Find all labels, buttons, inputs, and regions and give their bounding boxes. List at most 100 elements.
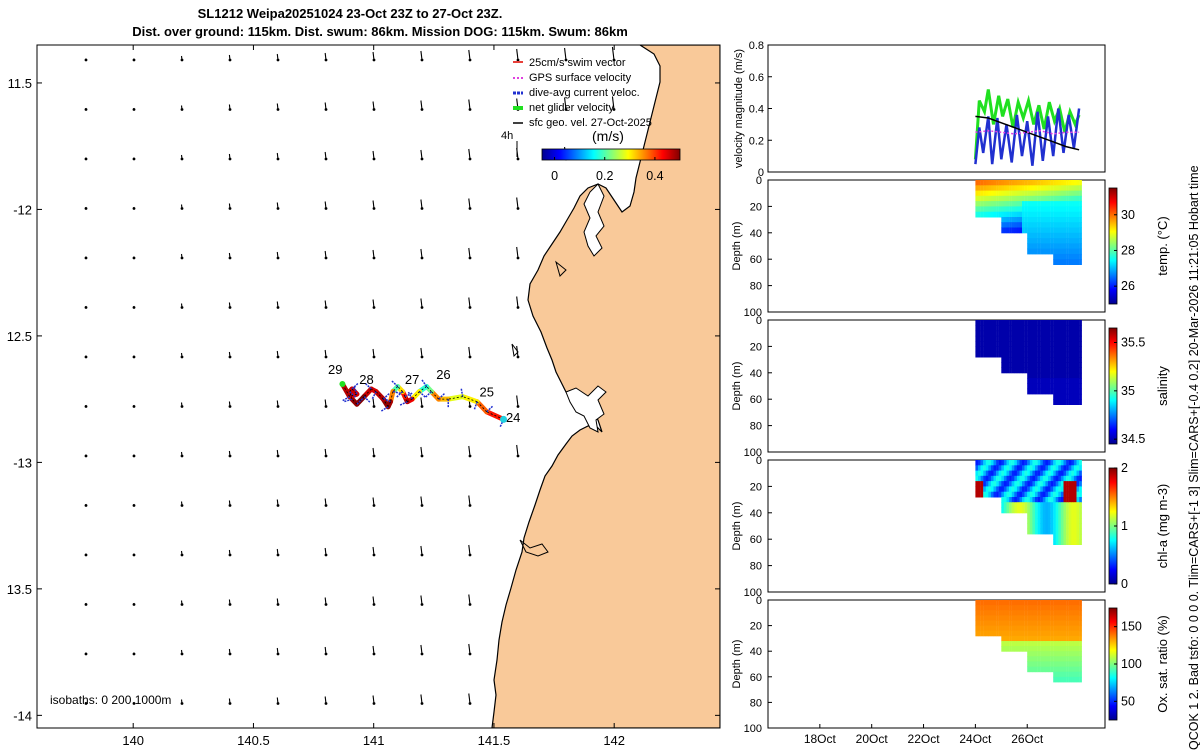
temperature-cell (1066, 211, 1069, 218)
salinity-cell (1060, 335, 1064, 342)
temperature-cell (1063, 248, 1067, 255)
salinity-cell (1066, 399, 1069, 405)
temperature-cell (1053, 243, 1056, 250)
chlorophyll-cell (1060, 523, 1064, 530)
chlorophyll-cell (1053, 539, 1056, 545)
salinity-cell (1055, 351, 1059, 358)
geo-velocity-arrowhead (324, 355, 328, 359)
oxygen-cell (1029, 615, 1033, 621)
oxygen-cell (1063, 676, 1067, 683)
salinity-cell (1040, 335, 1043, 342)
salinity-cell (1006, 325, 1010, 332)
chlorophyll-cell (1076, 465, 1080, 472)
chlorophyll-cell (1063, 465, 1067, 472)
oxygen-cell (1063, 610, 1067, 616)
chlorophyll-cell (983, 486, 986, 493)
salinity-cell (1040, 320, 1043, 326)
chlorophyll-cell (996, 470, 999, 477)
chlorophyll-cell (998, 475, 1002, 482)
temperature-cell (996, 206, 999, 213)
geo-velocity-arrowhead (372, 603, 376, 606)
oxygen-cell (1040, 646, 1043, 652)
geo-velocity-arrowhead (276, 256, 280, 260)
temperature-cell (1058, 227, 1062, 234)
oxygen-cell (1045, 600, 1049, 606)
salinity-cell (1032, 367, 1036, 374)
oxygen-cell (998, 620, 1002, 627)
salinity-cell (1035, 320, 1038, 326)
oxygen-cell (1053, 620, 1056, 627)
temperature-cell (990, 190, 994, 197)
temperature-cell (1048, 180, 1051, 186)
salinity-cell (1066, 362, 1069, 368)
oxygen-cell (998, 630, 1002, 637)
salinity-cell (998, 335, 1002, 342)
temperature-cell (1029, 227, 1033, 234)
chlorophyll-cell (1024, 475, 1028, 482)
track-centerline (431, 391, 439, 400)
temperature-cell (975, 180, 979, 186)
salinity-cell (1016, 330, 1020, 337)
temperature-cell (1055, 190, 1059, 197)
geo-velocity-arrowhead (516, 256, 520, 260)
chlorophyll-cell (1003, 470, 1007, 477)
salinity-cell (1071, 320, 1075, 326)
oxygen-cell (1019, 620, 1023, 627)
temperature-cell (1029, 248, 1033, 255)
oxygen-cell (1009, 625, 1012, 632)
temperature-cell (1037, 180, 1041, 186)
chlorophyll-cell (1073, 470, 1077, 477)
geo-velocity-arrowhead (180, 702, 184, 705)
oxygen-cell (1079, 666, 1082, 673)
salinity-cell (1019, 346, 1023, 353)
chlorophyll-cell (1042, 528, 1046, 535)
legend-entry: 25cm/s swim vector (529, 57, 626, 69)
salinity-cell (1009, 362, 1012, 368)
oxygen-cell (980, 620, 984, 627)
temperature-cell (1037, 232, 1041, 239)
oxygen-cell (1014, 600, 1018, 606)
chlorophyll-cell (1071, 512, 1075, 519)
colorbar-unit: (m/s) (592, 128, 624, 144)
chlorophyll-cell (1058, 518, 1062, 524)
salinity-cell (1055, 399, 1059, 405)
salinity-cell (1071, 325, 1075, 332)
chlorophyll-cell (1024, 502, 1028, 508)
chlorophyll-cell (1009, 481, 1012, 487)
temperature-cell (1014, 185, 1018, 192)
map-x-tick-label: 141 (363, 733, 385, 748)
geo-velocity-arrowhead (180, 603, 184, 606)
oxygen-cell (1035, 666, 1038, 673)
salinity-cell (1068, 383, 1072, 390)
chlorophyll-cell (1019, 502, 1023, 508)
temperature-cell (1042, 243, 1046, 250)
geo-velocity-arrowhead (324, 306, 328, 309)
salinity-cell (1032, 335, 1036, 342)
chlorophyll-cell (1001, 507, 1005, 514)
oxygen-cell (1016, 610, 1020, 616)
salinity-cell (1045, 325, 1049, 332)
track-centerline (349, 391, 353, 400)
oxygen-cell (1076, 671, 1080, 678)
salinity-cell (1071, 335, 1075, 342)
oxygen-cell (1055, 625, 1059, 632)
oxygen-cell (1027, 625, 1030, 632)
salinity-cell (1055, 393, 1059, 400)
oxygen-cell (996, 630, 999, 637)
dive-avg-current-vector (351, 382, 359, 390)
oxygen-cell (1066, 646, 1069, 652)
oxygen-cell (1068, 635, 1072, 642)
oxygen-cell (1042, 666, 1046, 673)
temperature-cell (1011, 227, 1015, 234)
temperature-cell (1066, 232, 1069, 239)
chlorophyll-cell (1071, 528, 1075, 535)
chlorophyll-cell (1001, 470, 1005, 477)
temperature-y-axis-label: Depth (m) (731, 222, 743, 271)
salinity-cell (1068, 330, 1072, 337)
chlorophyll-cell (1029, 528, 1033, 535)
velocity-y-axis-label: velocity magnitude (m/s) (733, 49, 745, 168)
oxygen-cell (985, 610, 989, 616)
salinity-cell (1045, 357, 1049, 363)
chlorophyll-cell (1066, 481, 1069, 487)
chlorophyll-cell (1042, 465, 1046, 472)
